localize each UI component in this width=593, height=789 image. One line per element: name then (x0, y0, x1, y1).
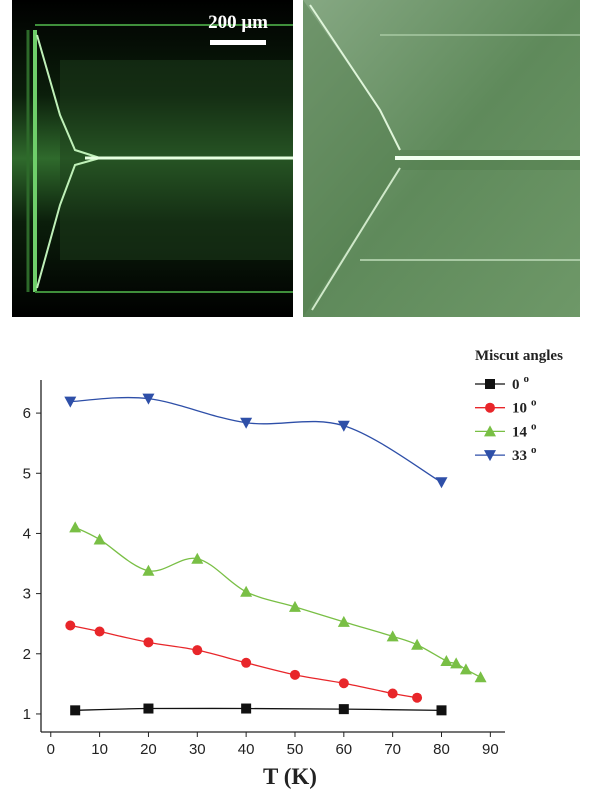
legend-label: 33 (512, 448, 527, 464)
marker (142, 393, 155, 405)
legend-title: Miscut angles (475, 348, 563, 364)
marker (474, 671, 487, 683)
marker (387, 688, 398, 699)
marker (143, 703, 154, 714)
x-tick-label: 70 (384, 741, 401, 758)
marker (70, 705, 81, 716)
marker (143, 637, 154, 648)
x-axis-label: T (K) (263, 764, 317, 789)
marker (69, 521, 82, 533)
x-tick-label: 20 (140, 741, 157, 758)
x-tick-label: 60 (335, 741, 352, 758)
legend-label: 10 (512, 401, 527, 417)
marker (94, 626, 105, 637)
marker (241, 657, 252, 668)
marker (240, 417, 253, 429)
marker (386, 630, 399, 642)
marker (484, 425, 496, 437)
y-tick-label: 2 (23, 646, 31, 663)
x-tick-label: 40 (238, 741, 255, 758)
y-tick-label: 1 (23, 706, 31, 723)
marker (459, 663, 472, 675)
series-line (74, 526, 481, 678)
marker (289, 669, 300, 680)
y-tick-label: 5 (23, 465, 31, 482)
x-tick-label: 80 (433, 741, 450, 758)
marker (64, 396, 77, 408)
marker (337, 420, 350, 432)
y-tick-label: 3 (23, 586, 31, 603)
x-tick-label: 90 (482, 741, 499, 758)
y-tick-label: 4 (23, 525, 31, 542)
marker (241, 703, 252, 714)
series-line (70, 396, 442, 483)
marker (288, 600, 301, 612)
scale-bar-label: 200 μm (208, 12, 268, 33)
x-tick-label: 50 (287, 741, 304, 758)
marker (337, 615, 350, 627)
marker (93, 533, 106, 545)
marker (485, 379, 495, 389)
legend-degree: o (531, 420, 537, 432)
marker (484, 450, 496, 462)
legend-degree: o (531, 444, 537, 456)
marker (436, 705, 447, 716)
series-line (75, 707, 442, 711)
marker (240, 585, 253, 597)
marker (338, 704, 349, 715)
legend-label: 0 (512, 377, 520, 393)
marker (338, 678, 349, 689)
legend-degree: o (524, 373, 530, 385)
x-tick-label: 0 (47, 741, 55, 758)
marker (65, 620, 76, 631)
marker (485, 402, 495, 413)
marker (440, 654, 453, 666)
marker (435, 477, 448, 489)
x-tick-label: 30 (189, 741, 206, 758)
marker (412, 692, 423, 703)
legend-degree: o (531, 397, 537, 409)
x-tick-label: 10 (91, 741, 108, 758)
y-tick-label: 6 (23, 405, 31, 422)
marker (192, 645, 203, 656)
micrograph-left: 200 μm (12, 0, 293, 317)
micrograph-right (303, 0, 580, 317)
marker (450, 657, 463, 669)
legend-label: 14 (512, 424, 528, 440)
marker (142, 564, 155, 576)
marker (411, 638, 424, 650)
marker (191, 552, 204, 564)
